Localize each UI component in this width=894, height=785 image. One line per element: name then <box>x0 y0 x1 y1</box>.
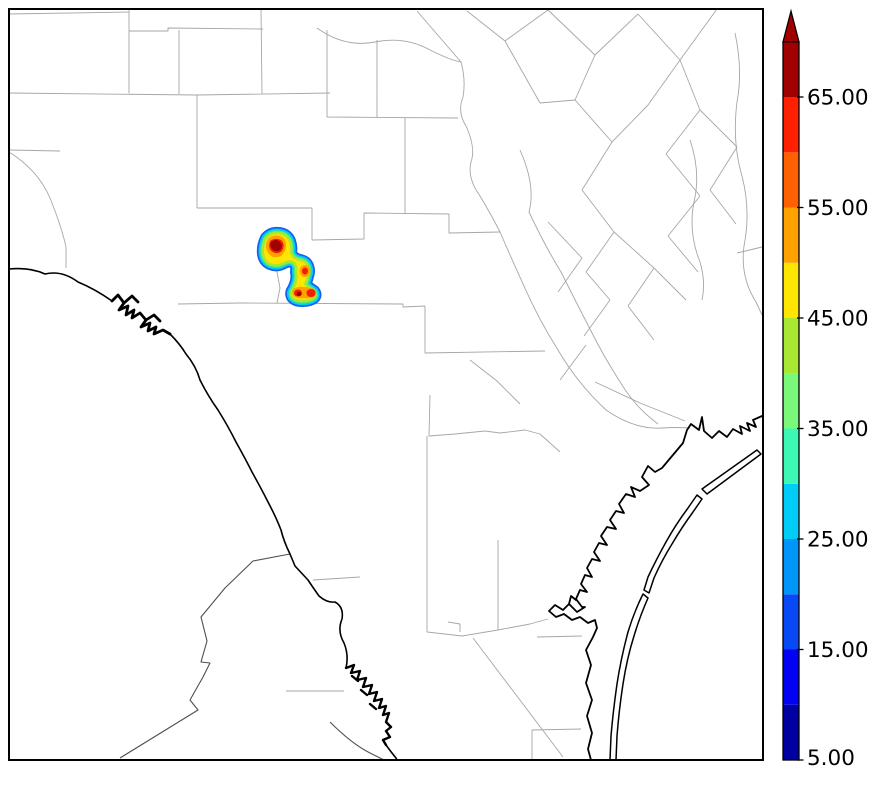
colorbar-segment-0 <box>783 704 799 760</box>
colorbar-tick-label-45: 45.00 <box>807 307 869 332</box>
colorbar-tick-label-65: 65.00 <box>807 86 869 111</box>
colorbar-outline <box>782 41 800 761</box>
storm-cell <box>256 226 322 307</box>
rio-grande-border-lower <box>169 333 348 669</box>
colorbar-ticks <box>797 96 804 761</box>
colorbar-tick-label-25: 25.00 <box>807 528 869 553</box>
colorbar-tick-labels: 65.00 55.00 45.00 35.00 25.00 15.00 5.00 <box>807 86 869 772</box>
dark-red-core-top <box>270 240 282 252</box>
colorbar-segment-2 <box>783 594 799 650</box>
colorbar-tick-label-5: 5.00 <box>807 746 855 771</box>
rio-grande-border <box>8 267 113 302</box>
colorbar-segment-4 <box>783 483 799 539</box>
colorbar-segment-6 <box>783 373 799 429</box>
colorbar-tick-label-15: 15.00 <box>807 638 869 663</box>
county-lines-south <box>286 394 583 760</box>
colorbar-segment-8 <box>783 262 799 318</box>
map-background <box>9 9 763 760</box>
colorbar: 65.00 55.00 45.00 35.00 25.00 15.00 5.00 <box>782 8 869 772</box>
water-boundaries <box>8 267 763 761</box>
county-boundaries <box>8 8 763 760</box>
red-core-bottom-right <box>306 289 316 297</box>
rio-grande-outlet <box>385 744 398 761</box>
county-lines-northeast <box>416 8 763 422</box>
colorbar-segment-1 <box>783 649 799 705</box>
lake-amistad <box>110 293 172 336</box>
falcon-reservoir <box>344 663 393 747</box>
colorbar-arrow-icon <box>782 8 800 43</box>
colorbar-segment-5 <box>783 428 799 484</box>
river-county-lines <box>8 27 763 429</box>
colorbar-segment-11 <box>783 97 799 153</box>
colorbar-segment-7 <box>783 318 799 374</box>
red-core-mid <box>302 267 308 275</box>
county-lines-northwest <box>8 8 546 354</box>
matagorda-peninsula <box>701 449 762 495</box>
colorbar-segment-12 <box>783 41 799 97</box>
storm-contour-dark-red <box>270 240 302 297</box>
mexico-state-line <box>119 553 385 761</box>
colorbar-segment-3 <box>783 539 799 595</box>
map-frame <box>8 8 764 761</box>
dark-red-core-bottom <box>296 291 302 297</box>
colorbar-segment-9 <box>783 207 799 263</box>
colorbar-tick-label-55: 55.00 <box>807 196 869 221</box>
mexico-state-boundaries <box>119 553 385 761</box>
colorbar-segment-10 <box>783 152 799 208</box>
gulf-coastline <box>548 415 763 761</box>
colorbar-tick-label-35: 35.00 <box>807 417 869 442</box>
